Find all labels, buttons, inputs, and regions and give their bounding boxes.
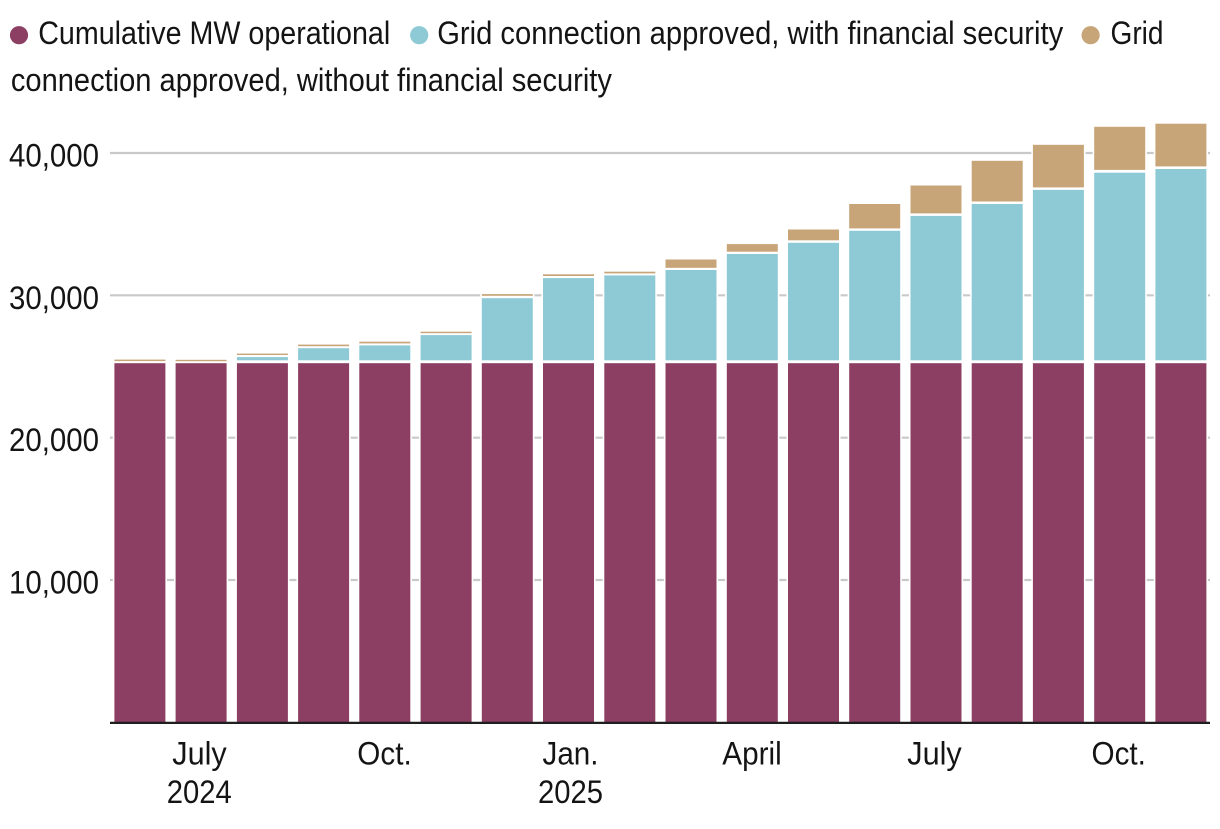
- svg-text:Grid connection approved, with: Grid connection approved, with financial…: [437, 15, 1063, 51]
- svg-text:Grid: Grid: [1111, 15, 1164, 51]
- svg-text:40,000: 40,000: [9, 138, 99, 174]
- svg-text:Jan.: Jan.: [543, 736, 599, 772]
- svg-text:30,000: 30,000: [9, 280, 99, 316]
- svg-text:connection approved, without f: connection approved, without financial s…: [11, 62, 612, 98]
- svg-text:Cumulative MW operational: Cumulative MW operational: [38, 15, 390, 51]
- svg-text:July: July: [907, 736, 962, 772]
- svg-text:April: April: [722, 736, 781, 772]
- svg-text:Oct.: Oct.: [1092, 736, 1146, 772]
- svg-text:20,000: 20,000: [9, 422, 99, 458]
- svg-text:2024: 2024: [167, 774, 232, 810]
- svg-text:July: July: [172, 736, 227, 772]
- svg-text:10,000: 10,000: [9, 565, 99, 601]
- svg-text:2025: 2025: [538, 774, 603, 810]
- svg-text:Oct.: Oct.: [357, 736, 411, 772]
